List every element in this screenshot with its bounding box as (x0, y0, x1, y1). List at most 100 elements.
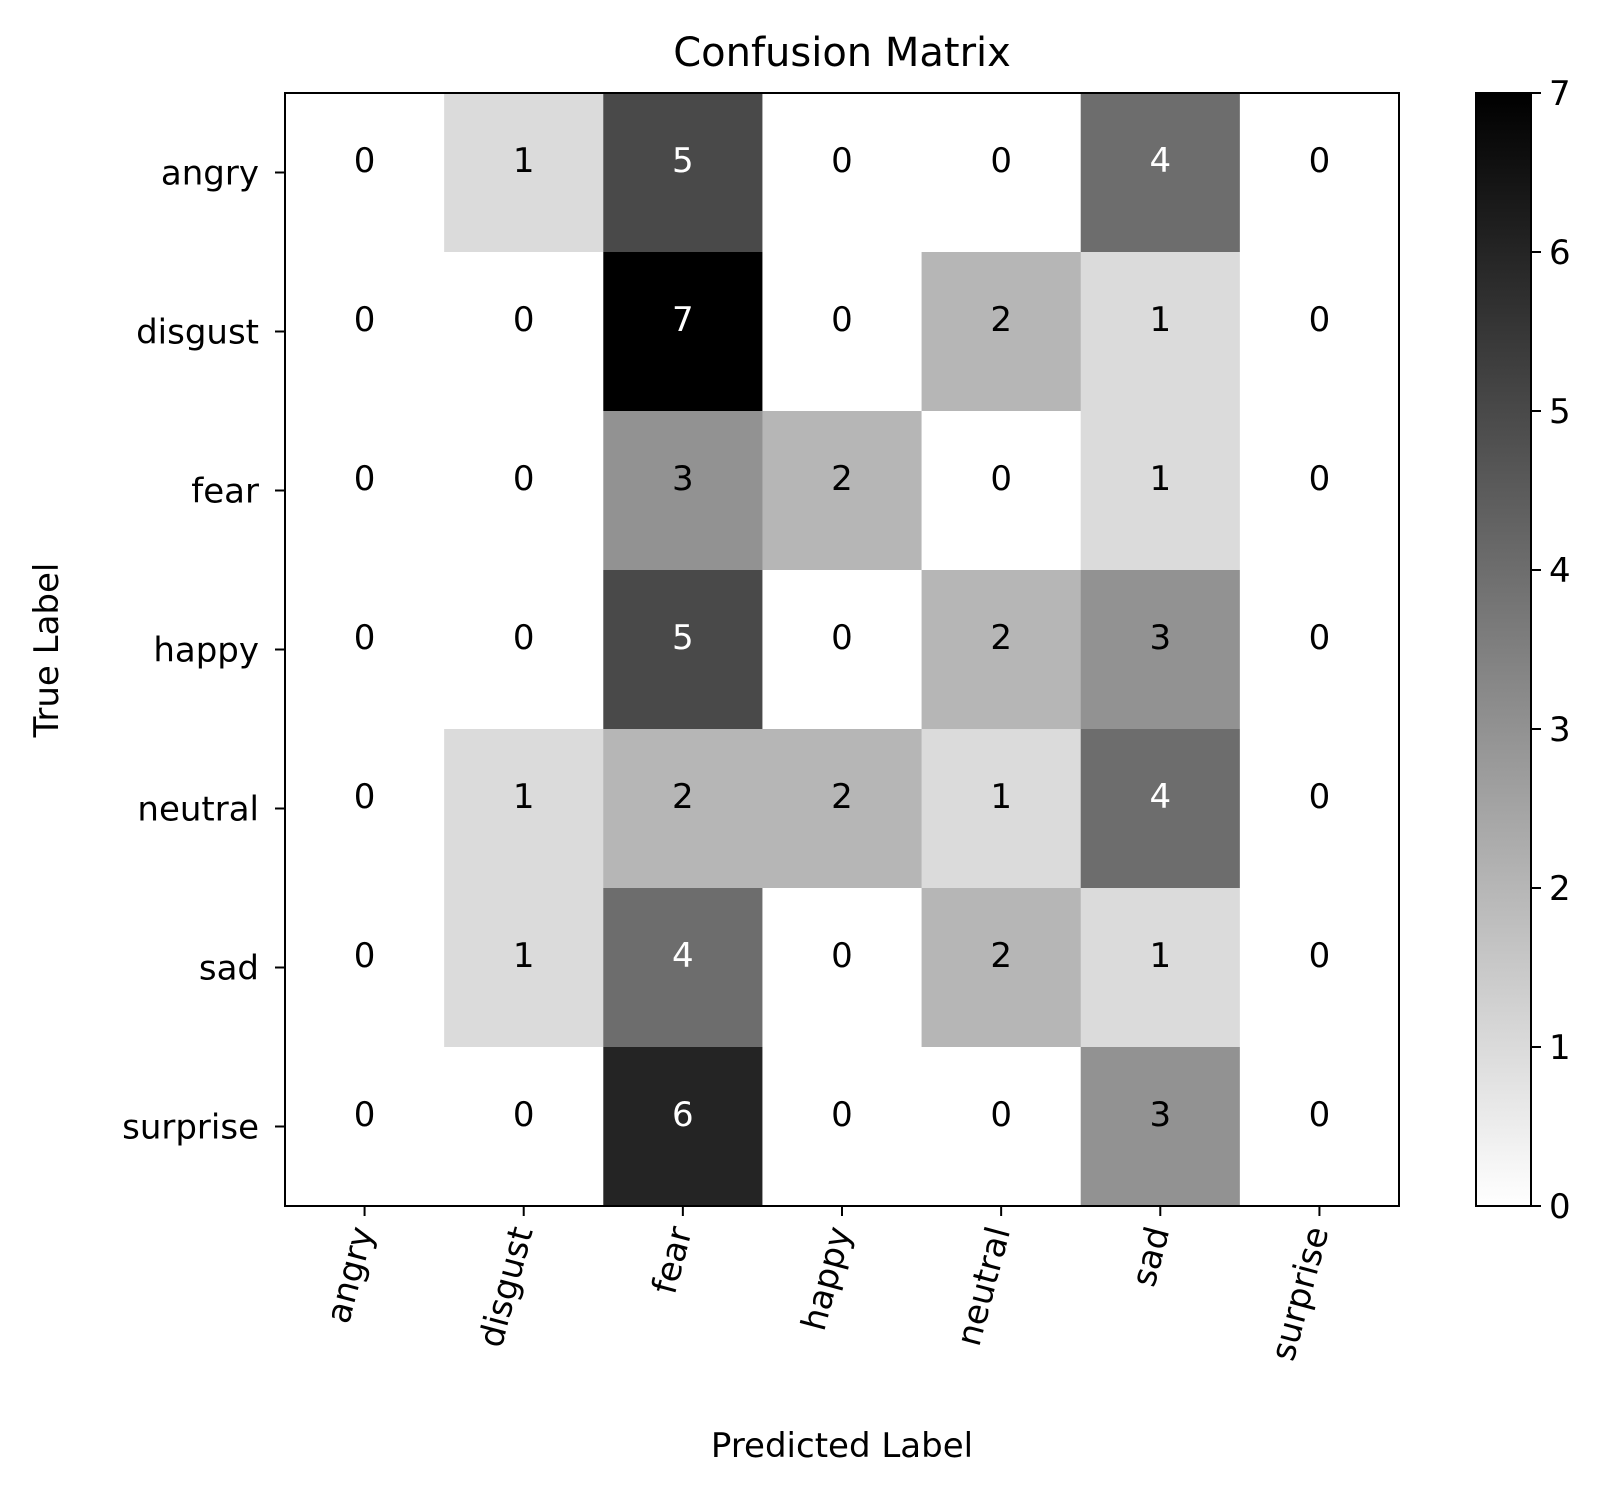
y-tick-label: fear (191, 472, 259, 512)
heatmap-cell (1080, 570, 1241, 730)
heatmap-cell (444, 1047, 604, 1207)
colorbar-tick-label: 3 (1549, 710, 1571, 750)
heatmap-cell (762, 729, 923, 889)
heatmap-cell (603, 888, 764, 1048)
cell-value-label: 7 (672, 300, 694, 340)
cell-value-label: 0 (1309, 618, 1331, 658)
x-axis-ticks: angry disgust fear happy neutral sad surprise (318, 1206, 1337, 1365)
heatmap-cell (1239, 411, 1400, 571)
cell-value-label: 2 (990, 936, 1012, 976)
heatmap-cell (921, 411, 1082, 571)
cell-value-label: 6 (672, 1095, 694, 1135)
heatmap-cell (1239, 93, 1400, 253)
cell-value-label: 0 (513, 618, 535, 658)
heatmap-cell (1239, 570, 1400, 730)
cell-value-label: 0 (354, 141, 376, 181)
x-axis-title: Predicted Label (711, 1426, 973, 1466)
heatmap-cell (1080, 1047, 1241, 1207)
colorbar-tick-label: 7 (1549, 74, 1571, 114)
heatmap-cell (285, 1047, 445, 1207)
cell-value-label: 1 (513, 777, 535, 817)
cell-value-label: 0 (513, 1095, 535, 1135)
heatmap-cell (762, 888, 923, 1048)
cell-value-label: 1 (990, 777, 1012, 817)
cell-value-label: 4 (672, 936, 694, 976)
cell-value-label: 3 (1149, 618, 1171, 658)
heatmap-cell (444, 729, 604, 889)
cell-value-label: 1 (1149, 459, 1171, 499)
cell-value-label: 0 (990, 1095, 1012, 1135)
colorbar-tick-label: 5 (1549, 392, 1571, 432)
heatmap-cell (921, 729, 1082, 889)
heatmap-cell (444, 93, 604, 253)
x-tick-label: disgust (471, 1222, 541, 1351)
heatmap-cell (762, 252, 923, 412)
heatmap-cell (285, 411, 445, 571)
heatmap-cell (285, 93, 445, 253)
cell-value-label: 0 (831, 141, 853, 181)
heatmap-cell-labels: 0 1 5 0 0 4 0 0 0 7 0 2 1 0 0 0 3 2 0 1 0 0 0 5 0 2 3 0 0 1 2 2 1 4 0 0 1 4 0 2… (354, 141, 1330, 1135)
cell-value-label: 5 (672, 618, 694, 658)
colorbar-tick-label: 2 (1549, 869, 1571, 909)
heatmap-cell (603, 1047, 764, 1207)
heatmap-cell (1080, 888, 1241, 1048)
cell-value-label: 1 (513, 936, 535, 976)
cell-value-label: 0 (990, 141, 1012, 181)
heatmap-cell (1080, 411, 1241, 571)
cell-value-label: 2 (831, 777, 853, 817)
heatmap-cells (285, 93, 1400, 1207)
cell-value-label: 1 (1149, 936, 1171, 976)
y-tick-label: disgust (136, 313, 259, 353)
heatmap-cell (1239, 888, 1400, 1048)
cell-value-label: 0 (831, 618, 853, 658)
cell-value-label: 2 (831, 459, 853, 499)
heatmap-cell (444, 570, 604, 730)
heatmap-cell (921, 1047, 1082, 1207)
x-tick-label: surprise (1263, 1222, 1337, 1365)
cell-value-label: 0 (1309, 936, 1331, 976)
heatmap-cell (285, 729, 445, 889)
heatmap-cell (444, 411, 604, 571)
heatmap-cell (603, 729, 764, 889)
heatmap-cell (1239, 1047, 1400, 1207)
colorbar-tick-label: 6 (1549, 233, 1571, 273)
x-tick-label: neutral (949, 1222, 1019, 1350)
cell-value-label: 0 (831, 1095, 853, 1135)
cell-value-label: 2 (672, 777, 694, 817)
colorbar-ticks: 0 1 2 3 4 5 6 7 (1531, 74, 1571, 1227)
heatmap-cell (603, 93, 764, 253)
colorbar-tick-label: 4 (1549, 551, 1571, 591)
x-tick-label: angry (318, 1222, 382, 1327)
x-tick-label: fear (645, 1222, 701, 1298)
y-tick-label: surprise (122, 1108, 259, 1148)
heatmap-cell (921, 93, 1082, 253)
heatmap-cell (762, 411, 923, 571)
heatmap-cell (1080, 252, 1241, 412)
heatmap-cell (762, 93, 923, 253)
heatmap-cell (762, 570, 923, 730)
cell-value-label: 2 (990, 618, 1012, 658)
cell-value-label: 0 (354, 300, 376, 340)
y-tick-label: neutral (137, 790, 259, 830)
cell-value-label: 5 (672, 141, 694, 181)
cell-value-label: 0 (1309, 141, 1331, 181)
heatmap-cell (921, 252, 1082, 412)
heatmap-cell (1080, 93, 1241, 253)
cell-value-label: 0 (354, 1095, 376, 1135)
cell-value-label: 0 (1309, 777, 1331, 817)
cell-value-label: 3 (1149, 1095, 1171, 1135)
heatmap-cell (285, 252, 445, 412)
heatmap-cell (444, 888, 604, 1048)
y-axis-ticks: angry disgust fear happy neutral sad surprise (122, 154, 285, 1148)
cell-value-label: 0 (513, 459, 535, 499)
cell-value-label: 0 (354, 459, 376, 499)
cell-value-label: 0 (354, 936, 376, 976)
y-tick-label: happy (153, 631, 259, 671)
x-tick-label: sad (1124, 1222, 1178, 1290)
heatmap-cell (603, 570, 764, 730)
cell-value-label: 1 (1149, 300, 1171, 340)
cell-value-label: 3 (672, 459, 694, 499)
cell-value-label: 0 (513, 300, 535, 340)
heatmap-cell (603, 411, 764, 571)
